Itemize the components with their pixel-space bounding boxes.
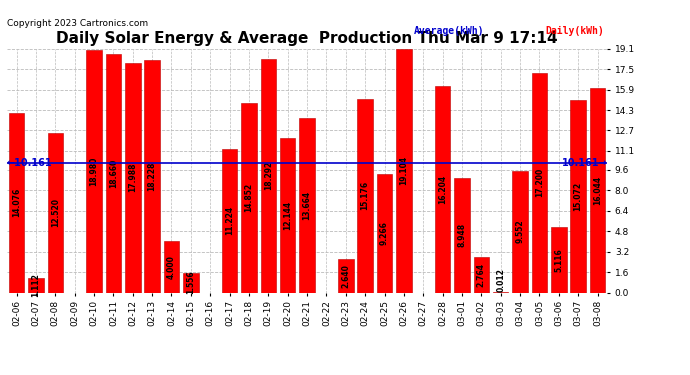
Text: 19.104: 19.104 xyxy=(400,156,408,185)
Bar xyxy=(357,99,373,292)
Text: 10.161→: 10.161→ xyxy=(562,158,607,168)
Text: 13.664: 13.664 xyxy=(302,191,312,220)
Text: 1.556: 1.556 xyxy=(186,271,195,294)
Text: 0.012: 0.012 xyxy=(496,268,505,292)
Bar xyxy=(551,227,566,292)
Text: 2.764: 2.764 xyxy=(477,263,486,287)
Bar xyxy=(241,103,257,292)
Bar xyxy=(183,273,199,292)
Text: 15.072: 15.072 xyxy=(573,182,582,211)
Bar xyxy=(473,257,489,292)
Bar xyxy=(164,242,179,292)
Bar xyxy=(28,278,43,292)
Text: 9.552: 9.552 xyxy=(515,220,524,243)
Text: 18.292: 18.292 xyxy=(264,161,273,190)
Text: 16.204: 16.204 xyxy=(438,174,447,204)
Text: 12.144: 12.144 xyxy=(283,201,292,230)
Text: 1.112: 1.112 xyxy=(32,273,41,297)
Bar xyxy=(454,178,470,292)
Bar xyxy=(48,133,63,292)
Text: 12.520: 12.520 xyxy=(51,198,60,227)
Text: Daily(kWh): Daily(kWh) xyxy=(545,26,604,36)
Text: 17.988: 17.988 xyxy=(128,163,137,192)
Bar xyxy=(299,118,315,292)
Bar xyxy=(106,54,121,292)
Bar xyxy=(9,113,24,292)
Text: 17.200: 17.200 xyxy=(535,168,544,197)
Bar xyxy=(377,174,392,292)
Text: 18.980: 18.980 xyxy=(90,157,99,186)
Text: 5.116: 5.116 xyxy=(554,248,563,272)
Bar xyxy=(396,49,412,292)
Text: Copyright 2023 Cartronics.com: Copyright 2023 Cartronics.com xyxy=(7,19,148,28)
Bar xyxy=(144,60,160,292)
Text: 15.176: 15.176 xyxy=(361,181,370,210)
Text: 11.224: 11.224 xyxy=(225,206,234,236)
Text: 14.852: 14.852 xyxy=(244,183,253,212)
Bar xyxy=(512,171,528,292)
Bar xyxy=(532,73,547,292)
Text: 4.000: 4.000 xyxy=(167,255,176,279)
Text: 18.660: 18.660 xyxy=(109,159,118,188)
Bar xyxy=(435,86,451,292)
Text: 8.948: 8.948 xyxy=(457,224,466,248)
Bar xyxy=(222,149,237,292)
Bar xyxy=(261,59,276,292)
Text: 14.076: 14.076 xyxy=(12,188,21,217)
Text: 18.228: 18.228 xyxy=(148,162,157,191)
Text: 9.266: 9.266 xyxy=(380,221,389,245)
Bar xyxy=(86,50,102,292)
Text: Average(kWh): Average(kWh) xyxy=(414,26,484,36)
Bar xyxy=(571,100,586,292)
Bar xyxy=(280,138,295,292)
Text: ←10.161: ←10.161 xyxy=(7,158,52,168)
Text: 2.640: 2.640 xyxy=(342,264,351,288)
Title: Daily Solar Energy & Average  Production Thu Mar 9 17:14: Daily Solar Energy & Average Production … xyxy=(57,31,558,46)
Bar xyxy=(590,88,605,292)
Bar xyxy=(338,259,353,292)
Text: 16.044: 16.044 xyxy=(593,176,602,205)
Bar xyxy=(125,63,141,292)
